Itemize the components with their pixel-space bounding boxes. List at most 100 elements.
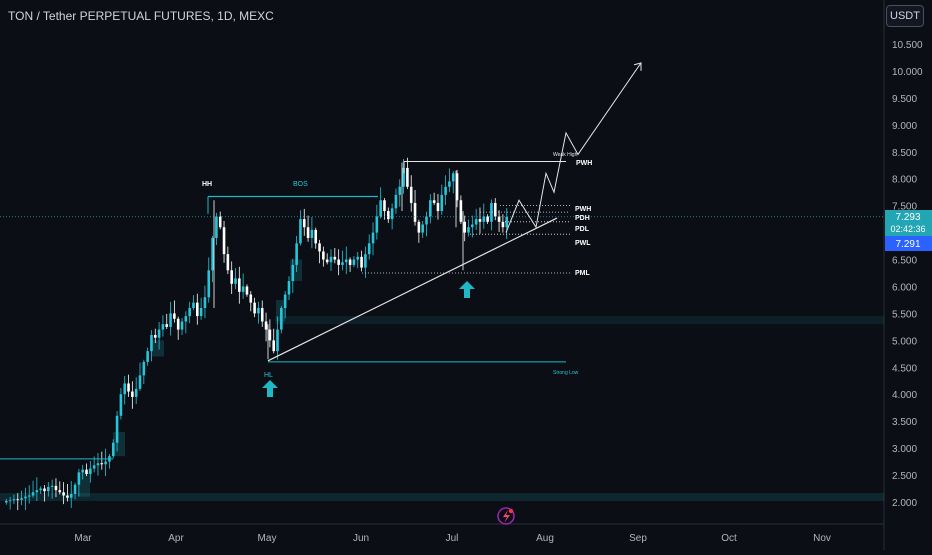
projection-arrowhead-icon	[633, 62, 642, 71]
candle	[467, 219, 470, 237]
candle	[196, 293, 199, 325]
candle	[12, 494, 16, 505]
price-axis[interactable]: 10.50010.0009.5009.0008.5008.0007.5007.0…	[892, 40, 923, 509]
candle	[169, 301, 172, 336]
label-hh: HH	[202, 181, 212, 188]
candle	[50, 479, 54, 499]
label-pwl: PWL	[575, 240, 591, 247]
candle	[283, 291, 287, 319]
candle	[115, 410, 119, 452]
label-pdh: PDH	[575, 215, 590, 222]
candle	[478, 207, 482, 234]
candle	[62, 482, 65, 505]
candle	[474, 208, 478, 230]
candle	[417, 219, 421, 243]
candle	[215, 212, 218, 245]
candle	[432, 192, 436, 206]
candle	[131, 381, 134, 409]
price-tick-label: 4.000	[892, 390, 917, 401]
currency-button[interactable]: USDT	[886, 5, 924, 27]
time-tick-label: Aug	[536, 533, 554, 544]
candle	[268, 319, 272, 348]
candle	[245, 284, 249, 297]
price-tick-label: 2.000	[892, 498, 917, 509]
up-arrow-icon	[459, 281, 475, 298]
candle	[440, 184, 444, 215]
candle	[459, 195, 463, 224]
candle	[188, 301, 191, 324]
candle	[486, 214, 489, 224]
time-tick-label: Jun	[353, 533, 369, 544]
candle	[203, 285, 207, 319]
candle	[471, 215, 474, 238]
candle	[302, 208, 306, 236]
candle	[184, 311, 188, 334]
price-tick-label: 3.500	[892, 417, 917, 428]
candle	[272, 328, 275, 354]
candle	[123, 375, 127, 405]
candle	[16, 493, 20, 511]
candle	[306, 215, 310, 242]
lightning-icon[interactable]	[497, 507, 515, 525]
label-pdl: PDL	[575, 226, 590, 233]
candle	[455, 169, 459, 208]
candle	[161, 315, 165, 337]
candle	[295, 235, 298, 272]
candle	[425, 211, 428, 237]
candle	[211, 235, 214, 283]
candle	[409, 175, 413, 212]
candle	[329, 249, 333, 271]
candle	[276, 316, 279, 360]
candle	[43, 485, 46, 502]
candle	[222, 221, 226, 263]
last-price-badge	[885, 210, 932, 236]
price-badge-blue	[885, 236, 932, 251]
candle	[20, 490, 23, 506]
time-axis[interactable]: Mar Apr May Jun Jul Aug Sep Oct Nov	[74, 533, 831, 544]
candle	[100, 451, 104, 470]
candle	[176, 316, 180, 340]
ascending-trendline	[267, 217, 558, 362]
candle	[341, 250, 344, 271]
candle	[119, 388, 123, 420]
candle	[333, 247, 337, 264]
second-price-value: 7.291	[895, 239, 920, 250]
candle	[367, 234, 371, 260]
candle	[66, 483, 69, 502]
price-tick-label: 7.500	[892, 202, 917, 213]
candle	[482, 203, 486, 229]
order-block	[113, 431, 125, 457]
candle	[77, 468, 81, 497]
candle	[257, 301, 260, 324]
candle	[226, 246, 230, 275]
candle	[138, 362, 142, 392]
candle	[394, 188, 398, 214]
candle	[429, 194, 432, 224]
overlay-layer	[0, 62, 884, 460]
price-tick-label: 4.500	[892, 363, 917, 374]
candle	[448, 168, 451, 193]
candle	[325, 253, 329, 265]
price-tick-label: 8.000	[892, 175, 917, 186]
candle	[207, 257, 211, 303]
time-tick-label: Oct	[721, 533, 737, 544]
projection-path	[505, 62, 642, 233]
candle	[165, 313, 169, 330]
candle	[444, 175, 447, 206]
time-tick-label: May	[258, 533, 277, 544]
candle	[406, 157, 409, 189]
candle	[89, 461, 92, 483]
price-tick-label: 2.500	[892, 471, 917, 482]
order-block	[78, 472, 90, 497]
candle	[81, 464, 84, 480]
candle	[35, 477, 39, 501]
candle	[348, 257, 352, 272]
candle	[142, 359, 146, 384]
time-tick-label: Apr	[168, 533, 184, 544]
candle	[360, 250, 363, 272]
candle	[310, 216, 314, 249]
time-tick-label: Mar	[74, 533, 92, 544]
